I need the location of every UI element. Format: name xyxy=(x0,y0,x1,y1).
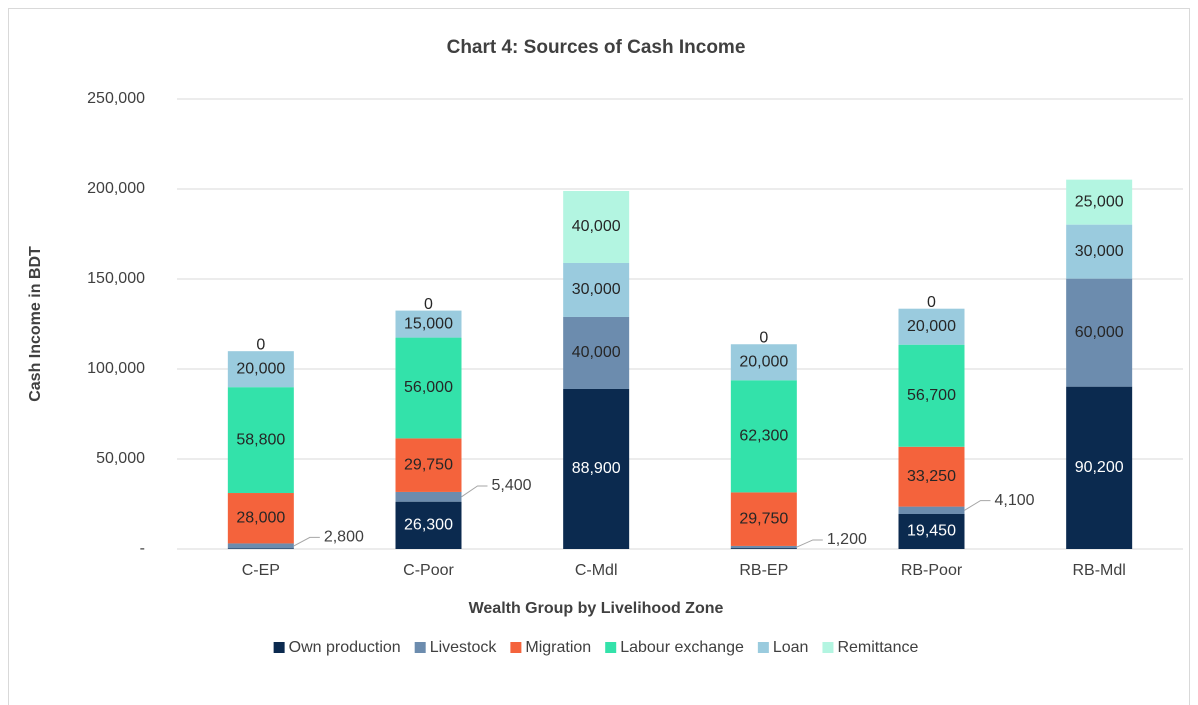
bar-segment xyxy=(227,548,294,549)
data-label: 28,000 xyxy=(236,509,285,526)
bar-segment xyxy=(1066,278,1133,387)
legend-swatch xyxy=(757,642,769,653)
data-label: 20,000 xyxy=(907,318,956,335)
data-label: 30,000 xyxy=(572,281,621,298)
bar-segment xyxy=(395,491,462,502)
data-label: 0 xyxy=(424,296,433,313)
bar-segment xyxy=(563,316,630,389)
data-label: 25,000 xyxy=(1075,193,1124,210)
data-label: 56,700 xyxy=(907,387,956,404)
legend-label: Labour exchange xyxy=(620,639,744,656)
data-label: 60,000 xyxy=(1075,324,1124,341)
x-axis-label: Wealth Group by Livelihood Zone xyxy=(469,600,724,617)
data-label: 0 xyxy=(927,294,936,311)
leader-line xyxy=(461,485,488,498)
data-label: 20,000 xyxy=(236,360,285,377)
y-axis-label: Cash Income in BDT xyxy=(27,246,44,402)
bar-segment xyxy=(898,446,965,507)
data-label: 20,000 xyxy=(739,353,788,370)
data-label: 30,000 xyxy=(1075,243,1124,260)
bar-segment xyxy=(395,310,462,338)
legend-label: Loan xyxy=(773,639,809,656)
bar-segment xyxy=(227,351,294,388)
leader-line xyxy=(796,539,823,548)
y-tick-label: 250,000 xyxy=(87,90,145,107)
y-tick-label: 100,000 xyxy=(87,360,145,377)
bar-segment xyxy=(898,308,965,345)
bar-segment xyxy=(227,493,294,544)
bar-segment xyxy=(395,337,462,439)
x-tick-label: C-Mdl xyxy=(575,562,618,579)
chart-title: Chart 4: Sources of Cash Income xyxy=(447,37,746,58)
bar-segment xyxy=(1066,386,1133,549)
data-label: 40,000 xyxy=(572,344,621,361)
x-tick-label: RB-Poor xyxy=(901,562,963,579)
bar-segment xyxy=(563,388,630,549)
y-tick-label: 150,000 xyxy=(87,270,145,287)
data-label: 15,000 xyxy=(404,315,453,332)
bar-segment xyxy=(227,543,294,549)
data-label: 56,000 xyxy=(404,379,453,396)
bar-segment xyxy=(730,548,797,549)
data-label: 33,250 xyxy=(907,468,956,485)
bar-segment xyxy=(730,344,797,381)
data-label: 29,750 xyxy=(404,456,453,473)
bar-segment xyxy=(730,492,797,546)
legend-swatch xyxy=(510,642,522,653)
legend-label: Own production xyxy=(289,639,401,656)
data-label: 1,200 xyxy=(827,531,867,548)
data-label: 88,900 xyxy=(572,460,621,477)
legend-label: Livestock xyxy=(430,639,498,656)
bar-segment xyxy=(563,190,630,263)
leader-line xyxy=(293,536,320,547)
y-tick-label: - xyxy=(140,540,145,557)
bar-segment xyxy=(1066,224,1133,279)
x-tick-label: RB-EP xyxy=(739,562,788,579)
legend-label: Remittance xyxy=(837,639,918,656)
bar-segment xyxy=(395,501,462,549)
y-tick-label: 200,000 xyxy=(87,180,145,197)
x-tick-label: RB-Mdl xyxy=(1072,562,1125,579)
y-tick-label: 50,000 xyxy=(96,450,145,467)
data-label: 90,200 xyxy=(1075,459,1124,476)
data-label: 29,750 xyxy=(739,510,788,527)
data-label: 5,400 xyxy=(492,477,532,494)
data-label: 26,300 xyxy=(404,517,453,534)
leader-line xyxy=(964,500,991,511)
legend-swatch xyxy=(605,642,617,653)
bar-segment xyxy=(898,344,965,447)
legend-label: Migration xyxy=(525,639,591,656)
bar-segment xyxy=(1066,179,1133,225)
x-tick-label: C-Poor xyxy=(403,562,454,579)
bar-segment xyxy=(898,506,965,514)
data-label: 0 xyxy=(759,329,768,346)
legend-swatch xyxy=(273,642,285,653)
x-tick-label: C-EP xyxy=(242,562,280,579)
bar-segment xyxy=(898,513,965,549)
bar-segment xyxy=(730,545,797,549)
data-label: 40,000 xyxy=(572,218,621,235)
data-label: 0 xyxy=(256,336,265,353)
bar-segment xyxy=(563,262,630,317)
data-label: 58,800 xyxy=(236,431,285,448)
bar-segment xyxy=(730,380,797,493)
legend-swatch xyxy=(414,642,426,653)
data-label: 4,100 xyxy=(995,492,1035,509)
data-label: 62,300 xyxy=(739,428,788,445)
data-label: 2,800 xyxy=(324,529,364,546)
bar-segment xyxy=(395,438,462,492)
legend-swatch xyxy=(822,642,834,653)
data-label: 19,450 xyxy=(907,523,956,540)
bar-segment xyxy=(227,387,294,494)
